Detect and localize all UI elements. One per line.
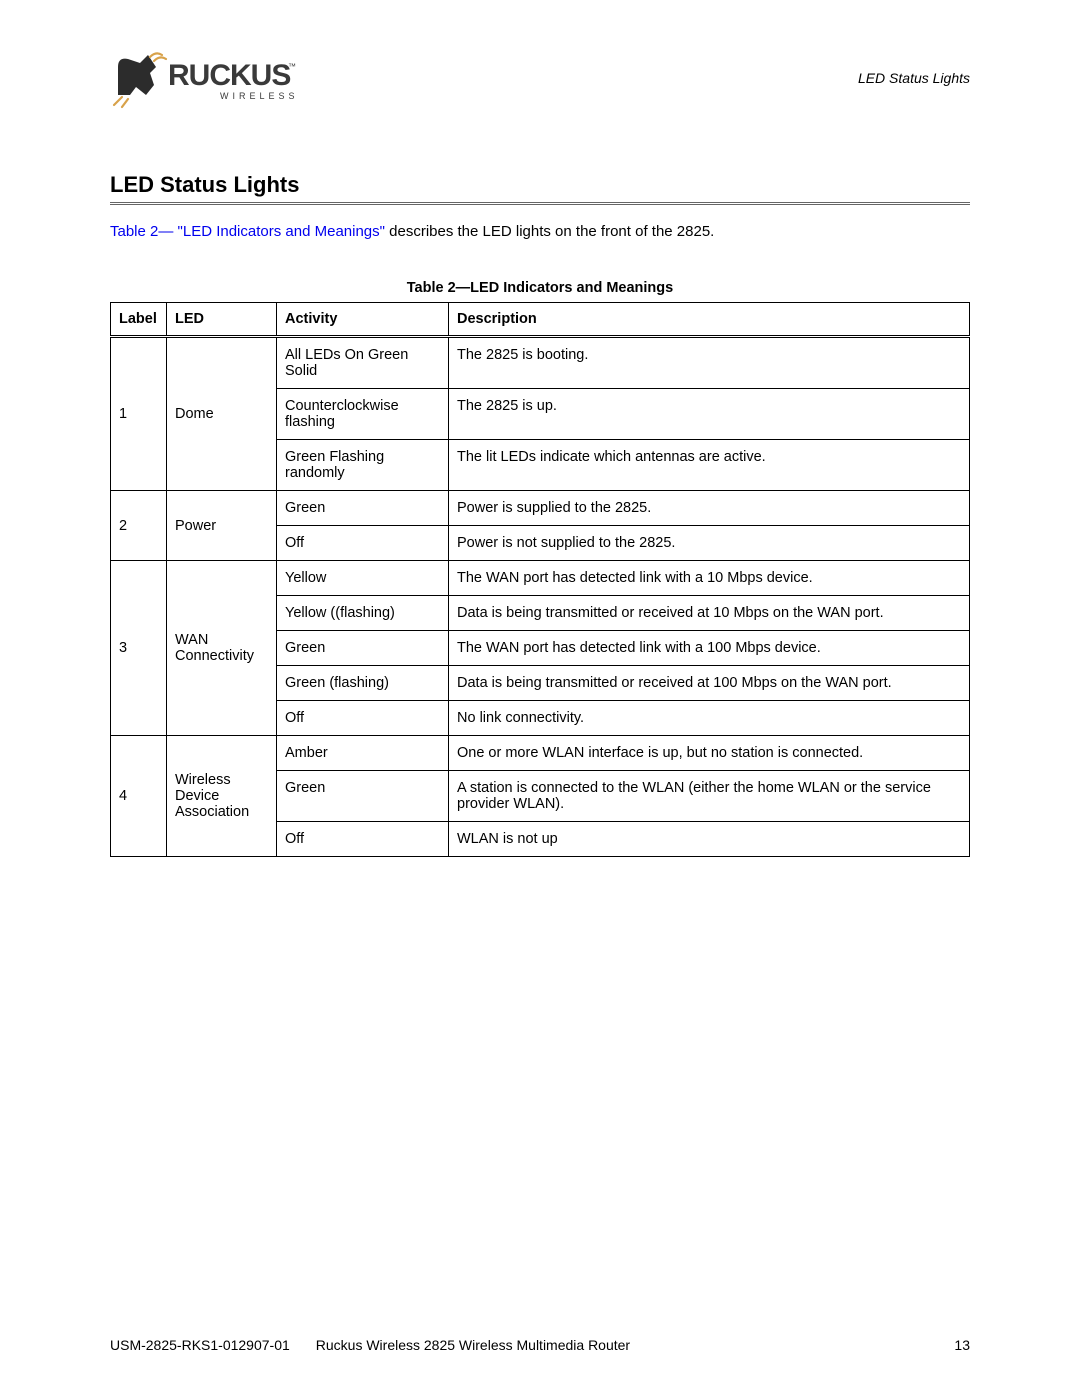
- cell-description: The 2825 is booting.: [449, 337, 970, 389]
- header-section-label: LED Status Lights: [858, 70, 970, 86]
- section-title: LED Status Lights: [110, 172, 970, 198]
- cell-description: WLAN is not up: [449, 822, 970, 857]
- svg-text:™: ™: [288, 62, 296, 71]
- cell-label: 3: [111, 561, 167, 736]
- footer-doc-id: USM-2825-RKS1-012907-01: [110, 1337, 290, 1353]
- svg-text:WIRELESS: WIRELESS: [220, 91, 299, 101]
- table-row: 4 Wireless Device Association Amber One …: [111, 736, 970, 771]
- cell-activity: Green Flashing randomly: [277, 440, 449, 491]
- cell-activity: Green: [277, 631, 449, 666]
- cell-activity: Yellow: [277, 561, 449, 596]
- led-table: Label LED Activity Description 1 Dome Al…: [110, 302, 970, 857]
- cell-label: 1: [111, 337, 167, 491]
- table-row: 2 Power Green Power is supplied to the 2…: [111, 491, 970, 526]
- section-divider: [110, 202, 970, 205]
- cell-description: A station is connected to the WLAN (eith…: [449, 771, 970, 822]
- cell-description: The WAN port has detected link with a 10…: [449, 631, 970, 666]
- table-caption: Table 2—LED Indicators and Meanings: [110, 280, 970, 296]
- intro-paragraph: Table 2— "LED Indicators and Meanings" d…: [110, 223, 970, 240]
- cell-activity: Amber: [277, 736, 449, 771]
- cell-activity: Yellow ((flashing): [277, 596, 449, 631]
- cell-led: Dome: [167, 337, 277, 491]
- page: RUCKUS ™ WIRELESS LED Status Lights LED …: [0, 0, 1080, 1397]
- table-row: 3 WAN Connectivity Yellow The WAN port h…: [111, 561, 970, 596]
- page-header: RUCKUS ™ WIRELESS LED Status Lights: [110, 38, 970, 118]
- cell-activity: Off: [277, 701, 449, 736]
- cell-activity: Off: [277, 822, 449, 857]
- cell-description: Data is being transmitted or received at…: [449, 666, 970, 701]
- cell-activity: Off: [277, 526, 449, 561]
- svg-text:RUCKUS: RUCKUS: [168, 59, 290, 92]
- cell-activity: Counterclockwise flashing: [277, 389, 449, 440]
- cell-description: The lit LEDs indicate which antennas are…: [449, 440, 970, 491]
- footer-left: USM-2825-RKS1-012907-01 Ruckus Wireless …: [110, 1337, 630, 1353]
- cell-description: Data is being transmitted or received at…: [449, 596, 970, 631]
- cell-label: 2: [111, 491, 167, 561]
- cell-led: Wireless Device Association: [167, 736, 277, 857]
- col-activity: Activity: [277, 303, 449, 337]
- cell-led: WAN Connectivity: [167, 561, 277, 736]
- cell-label: 4: [111, 736, 167, 857]
- intro-text: describes the LED lights on the front of…: [385, 223, 714, 240]
- cell-activity: Green: [277, 491, 449, 526]
- cell-description: Power is supplied to the 2825.: [449, 491, 970, 526]
- cell-activity: Green (flashing): [277, 666, 449, 701]
- cell-description: The 2825 is up.: [449, 389, 970, 440]
- footer-product: Ruckus Wireless 2825 Wireless Multimedia…: [316, 1337, 630, 1353]
- table-header-row: Label LED Activity Description: [111, 303, 970, 337]
- col-led: LED: [167, 303, 277, 337]
- col-label: Label: [111, 303, 167, 337]
- table-row: 1 Dome All LEDs On Green Solid The 2825 …: [111, 337, 970, 389]
- ruckus-logo: RUCKUS ™ WIRELESS: [110, 45, 300, 111]
- table-reference-link[interactable]: Table 2— "LED Indicators and Meanings": [110, 223, 385, 240]
- cell-description: The WAN port has detected link with a 10…: [449, 561, 970, 596]
- cell-description: One or more WLAN interface is up, but no…: [449, 736, 970, 771]
- cell-activity: Green: [277, 771, 449, 822]
- cell-description: Power is not supplied to the 2825.: [449, 526, 970, 561]
- cell-description: No link connectivity.: [449, 701, 970, 736]
- col-description: Description: [449, 303, 970, 337]
- page-footer: USM-2825-RKS1-012907-01 Ruckus Wireless …: [110, 1337, 970, 1353]
- footer-page-number: 13: [954, 1337, 970, 1353]
- cell-activity: All LEDs On Green Solid: [277, 337, 449, 389]
- cell-led: Power: [167, 491, 277, 561]
